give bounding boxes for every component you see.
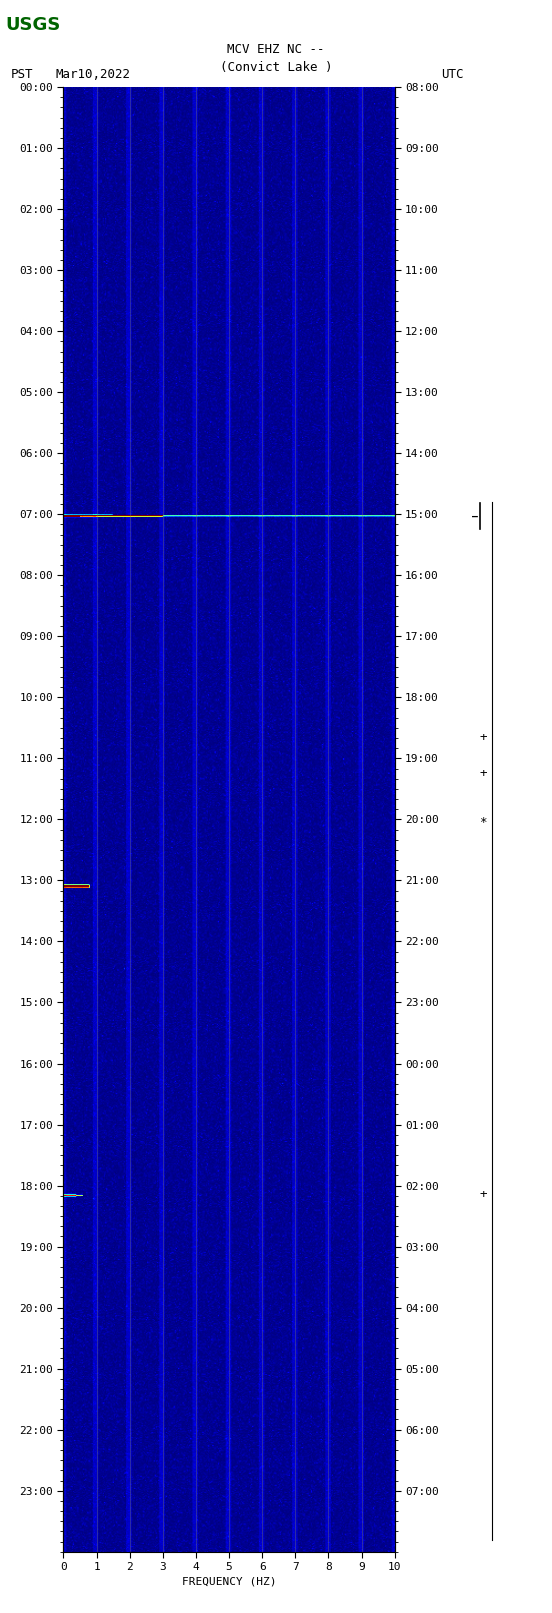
Text: PST: PST (11, 68, 34, 81)
Text: +: + (479, 1189, 487, 1202)
Text: (Convict Lake ): (Convict Lake ) (220, 61, 332, 74)
Text: USGS: USGS (6, 16, 61, 34)
Text: UTC: UTC (442, 68, 464, 81)
Text: *: * (479, 816, 487, 829)
Text: Mar10,2022: Mar10,2022 (55, 68, 130, 81)
Text: MCV EHZ NC --: MCV EHZ NC -- (227, 44, 325, 56)
X-axis label: FREQUENCY (HZ): FREQUENCY (HZ) (182, 1576, 277, 1586)
Text: —: — (472, 511, 478, 521)
Text: +: + (479, 731, 487, 744)
Text: +: + (479, 768, 487, 781)
